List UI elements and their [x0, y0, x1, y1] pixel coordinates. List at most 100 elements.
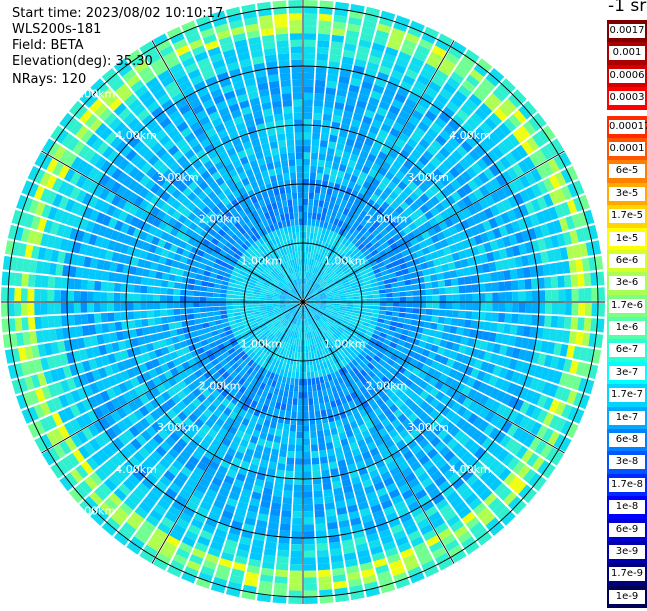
backscatter-cell — [461, 355, 471, 365]
backscatter-cell — [328, 261, 335, 268]
backscatter-cell — [182, 483, 195, 495]
backscatter-cell — [345, 394, 353, 403]
backscatter-cell — [577, 377, 588, 393]
backscatter-cell — [418, 438, 430, 449]
backscatter-cell — [161, 323, 170, 332]
backscatter-cell — [120, 350, 129, 360]
backscatter-cell — [119, 88, 133, 102]
backscatter-cell — [331, 231, 338, 240]
backscatter-cell — [161, 493, 174, 505]
backscatter-cell — [414, 126, 426, 138]
backscatter-cell — [319, 595, 334, 604]
backscatter-cell — [328, 202, 335, 210]
backscatter-cell — [371, 551, 386, 562]
backscatter-cell — [106, 204, 117, 217]
backscatter-cell — [118, 126, 131, 140]
backscatter-cell — [331, 406, 339, 415]
backscatter-cell — [405, 313, 413, 319]
backscatter-cell — [378, 427, 388, 438]
backscatter-cell — [251, 138, 261, 147]
backscatter-cell — [107, 150, 120, 163]
backscatter-cell — [122, 112, 136, 126]
backscatter-cell — [225, 163, 235, 173]
backscatter-cell — [159, 134, 171, 146]
backscatter-cell — [305, 352, 309, 359]
backscatter-cell — [397, 506, 410, 517]
backscatter-cell — [303, 92, 314, 100]
backscatter-cell — [330, 314, 337, 319]
backscatter-cell — [251, 242, 259, 250]
backscatter-cell — [294, 258, 298, 266]
backscatter-cell — [163, 353, 173, 363]
backscatter-cell — [239, 394, 248, 403]
backscatter-cell — [499, 344, 508, 356]
backscatter-cell — [89, 257, 99, 269]
backscatter-cell — [184, 352, 193, 361]
backscatter-cell — [395, 15, 411, 26]
backscatter-cell — [142, 222, 152, 233]
backscatter-cell — [288, 364, 293, 372]
backscatter-cell — [310, 308, 317, 314]
backscatter-cell — [293, 385, 299, 392]
backscatter-cell — [144, 179, 156, 191]
backscatter-cell — [24, 213, 35, 228]
backscatter-cell — [280, 307, 287, 311]
backscatter-cell — [237, 445, 247, 454]
backscatter-cell — [198, 220, 207, 230]
backscatter-cell — [275, 275, 282, 282]
backscatter-cell — [280, 348, 285, 356]
backscatter-cell — [304, 312, 306, 320]
backscatter-cell — [241, 3, 256, 13]
backscatter-cell — [146, 379, 156, 390]
backscatter-cell — [283, 240, 289, 248]
backscatter-cell — [358, 555, 372, 565]
backscatter-cell — [160, 287, 168, 295]
backscatter-cell — [356, 334, 364, 340]
backscatter-cell — [295, 286, 299, 293]
backscatter-cell — [251, 491, 262, 501]
backscatter-cell — [389, 466, 401, 477]
backscatter-cell — [304, 6, 318, 14]
backscatter-cell — [445, 310, 453, 318]
backscatter-cell — [327, 269, 334, 276]
backscatter-cell — [361, 325, 369, 331]
backscatter-cell — [33, 185, 45, 200]
backscatter-cell — [88, 234, 98, 246]
backscatter-cell — [185, 228, 194, 237]
backscatter-cell — [7, 303, 15, 317]
backscatter-cell — [307, 265, 311, 273]
backscatter-cell — [381, 499, 393, 510]
backscatter-cell — [116, 361, 126, 372]
backscatter-cell — [262, 554, 276, 563]
backscatter-cell — [380, 583, 396, 594]
backscatter-cell — [57, 180, 69, 195]
backscatter-cell — [411, 149, 422, 160]
backscatter-cell — [488, 332, 497, 343]
backscatter-cell — [214, 471, 226, 481]
backscatter-cell — [335, 419, 343, 428]
backscatter-cell — [370, 545, 384, 556]
backscatter-cell — [216, 219, 225, 229]
backscatter-cell — [249, 43, 263, 52]
backscatter-cell — [220, 551, 235, 562]
backscatter-cell — [133, 293, 141, 302]
backscatter-cell — [292, 298, 300, 301]
backscatter-cell — [264, 362, 271, 371]
backscatter-cell — [91, 369, 102, 381]
backscatter-cell — [21, 317, 29, 331]
backscatter-cell — [380, 59, 394, 70]
backscatter-cell — [313, 282, 318, 289]
backscatter-cell — [326, 302, 334, 304]
backscatter-cell — [41, 204, 52, 218]
backscatter-cell — [283, 483, 293, 492]
backscatter-cell — [360, 218, 368, 227]
backscatter-cell — [208, 242, 217, 250]
backscatter-cell — [349, 333, 357, 340]
backscatter-cell — [138, 525, 153, 539]
backscatter-cell — [438, 373, 448, 383]
backscatter-cell — [312, 126, 321, 134]
backscatter-cell — [265, 303, 273, 306]
backscatter-cell — [309, 172, 317, 180]
backscatter-cell — [280, 341, 286, 348]
backscatter-cell — [268, 168, 276, 177]
